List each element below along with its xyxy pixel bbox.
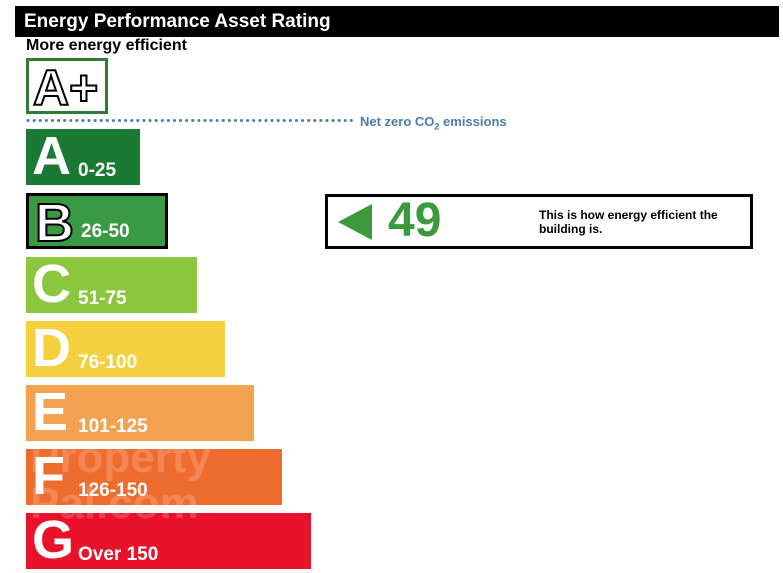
band-g: G Over 150 [26,510,311,570]
band-letter: E [32,382,69,442]
current-rating-box: 49 This is how energy efficient the buil… [325,194,753,249]
band-letter: B [34,192,75,254]
aplus-letter-graphic: A+ [32,61,99,111]
rating-arrow-icon [338,204,372,240]
band-letter: G [32,510,75,570]
band-range: 101-125 [78,416,148,437]
band-letter: A [32,126,71,186]
band-e: E 101-125 [26,382,254,442]
band-a: A 0-25 [26,126,140,186]
band-b: B 26-50 [26,192,168,254]
net-zero-dotted-line [26,119,356,122]
net-zero-label: Net zero CO2 emissions [360,114,507,132]
band-range: 26-50 [81,221,130,242]
page-header: Energy Performance Asset Rating [15,6,779,37]
band-range: Over 150 [78,544,159,565]
current-rating-description: This is how energy efficient the buildin… [539,208,718,236]
band-letter: D [32,318,71,378]
band-range: 51-75 [78,288,127,309]
band-letter: C [32,254,71,314]
current-rating-value: 49 [388,194,442,247]
band-range: 76-100 [78,352,138,373]
band-letter: F [32,446,65,506]
svg-text:A+: A+ [33,61,98,111]
page-title: Energy Performance Asset Rating [24,11,331,32]
aplus-band: A+ [26,58,108,114]
band-d: D 76-100 [26,318,225,378]
band-range: 126-150 [78,480,148,501]
more-efficient-label: More energy efficient [26,37,187,54]
band-f: F 126-150 [26,446,282,506]
band-c: C 51-75 [26,254,197,314]
band-range: 0-25 [78,160,117,181]
